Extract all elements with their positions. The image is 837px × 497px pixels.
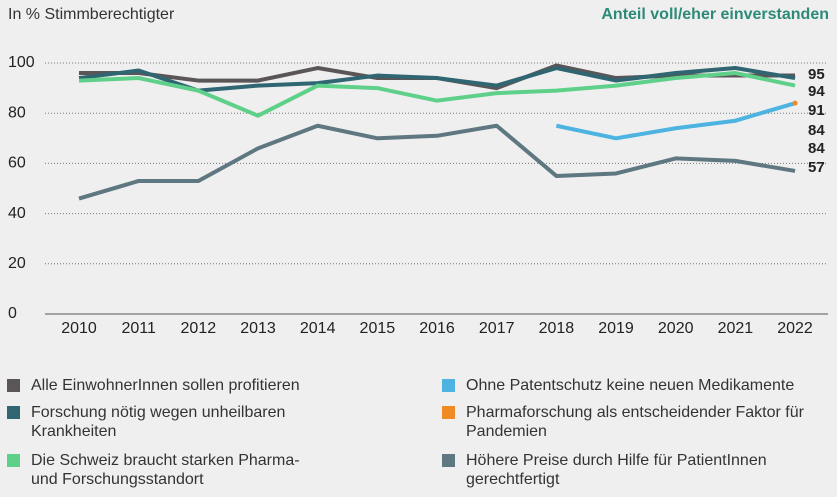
x-tick-label: 2021 <box>718 320 754 337</box>
legend-swatch <box>7 379 20 392</box>
legend-label: Die Schweiz braucht starken Pharma- und … <box>31 452 300 488</box>
end-label: 91 <box>808 102 825 119</box>
x-tick-label: 2017 <box>479 320 515 337</box>
x-tick-label: 2012 <box>181 320 217 337</box>
legend-swatch <box>442 454 455 467</box>
x-tick-label: 2018 <box>539 320 575 337</box>
end-label: 57 <box>808 159 825 176</box>
legend-label: Pharmaforschung als entscheidender Fakto… <box>466 404 804 440</box>
legend-label: Alle EinwohnerInnen sollen profitieren <box>31 377 300 394</box>
y-tick-label: 20 <box>8 255 26 272</box>
legend-swatch <box>7 406 20 419</box>
y-tick-label: 100 <box>8 54 35 71</box>
data-line <box>555 101 796 141</box>
data-line <box>78 71 796 118</box>
chart-title: Anteil voll/eher einverstanden <box>601 6 829 23</box>
x-tick-label: 2015 <box>360 320 396 337</box>
x-tick-label: 2016 <box>419 320 455 337</box>
x-tick-label: 2019 <box>598 320 634 337</box>
x-tick-label: 2011 <box>121 320 156 337</box>
legend-label: Ohne Patentschutz keine neuen Medikament… <box>466 377 795 394</box>
x-tick-label: 2014 <box>300 320 336 337</box>
y-tick-label: 80 <box>8 104 26 121</box>
legend-swatch <box>7 454 20 467</box>
end-label: 95 <box>808 66 825 83</box>
legend-label: Höhere Preise durch Hilfe für PatientInn… <box>466 452 767 488</box>
end-label: 84 <box>808 140 825 157</box>
end-label: 94 <box>808 83 825 100</box>
plot: 0 20 40 60 80 100 2010 2011 2012 2013 2014 2015 2016… <box>8 54 828 337</box>
data-line <box>78 123 796 201</box>
y-tick-label: 60 <box>8 155 26 172</box>
legend-swatch <box>442 406 455 419</box>
end-label: 84 <box>808 122 825 139</box>
legend-swatch <box>442 379 455 392</box>
axis-caption: In % Stimmberechtigter <box>8 6 175 23</box>
x-tick-label: 2020 <box>658 320 694 337</box>
y-tick-label: 40 <box>8 205 26 222</box>
data-point <box>792 100 798 106</box>
x-tick-label: 2010 <box>61 320 97 337</box>
x-tick-label: 2022 <box>777 320 813 337</box>
x-tick-label: 2013 <box>240 320 276 337</box>
y-tick-label: 0 <box>8 305 17 322</box>
legend-label: Forschung nötig wegen unheilbaren Krankh… <box>31 404 286 440</box>
